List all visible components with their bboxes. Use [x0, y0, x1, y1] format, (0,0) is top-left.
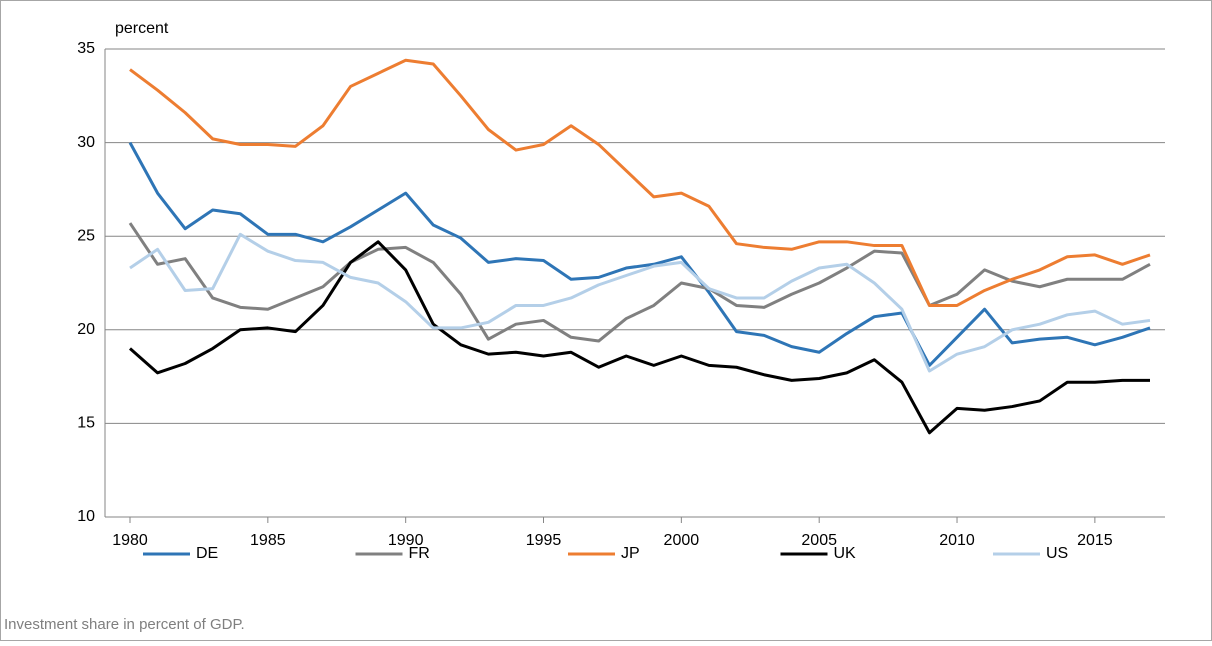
series-line — [128, 141, 1151, 367]
legend-label: FR — [409, 545, 430, 562]
x-tick-label: 2015 — [1077, 532, 1113, 549]
y-tick-label: 25 — [77, 227, 95, 244]
y-tick-label: 20 — [77, 321, 95, 338]
x-tick-label: 1995 — [526, 532, 562, 549]
y-tick-label: 35 — [77, 40, 95, 57]
x-tick-label: 1985 — [250, 532, 286, 549]
y-axis-label: percent — [115, 20, 169, 37]
x-tick-label: 2005 — [801, 532, 837, 549]
legend-label: JP — [621, 545, 640, 562]
series-line — [129, 240, 1150, 435]
y-tick-label: 10 — [77, 508, 95, 525]
caption: Investment share in percent of GDP. — [4, 616, 245, 633]
legend-label: DE — [196, 545, 218, 562]
x-tick-label: 1990 — [388, 532, 424, 549]
legend-label: UK — [834, 545, 857, 562]
legend-label: US — [1046, 545, 1068, 562]
x-tick-label: 2010 — [939, 532, 975, 549]
series-line — [129, 232, 1151, 373]
series-line — [128, 222, 1151, 343]
y-tick-label: 30 — [77, 134, 95, 151]
series-line — [129, 58, 1151, 307]
x-tick-label: 1980 — [112, 532, 148, 549]
y-tick-label: 15 — [77, 415, 95, 432]
x-tick-label: 2000 — [664, 532, 700, 549]
